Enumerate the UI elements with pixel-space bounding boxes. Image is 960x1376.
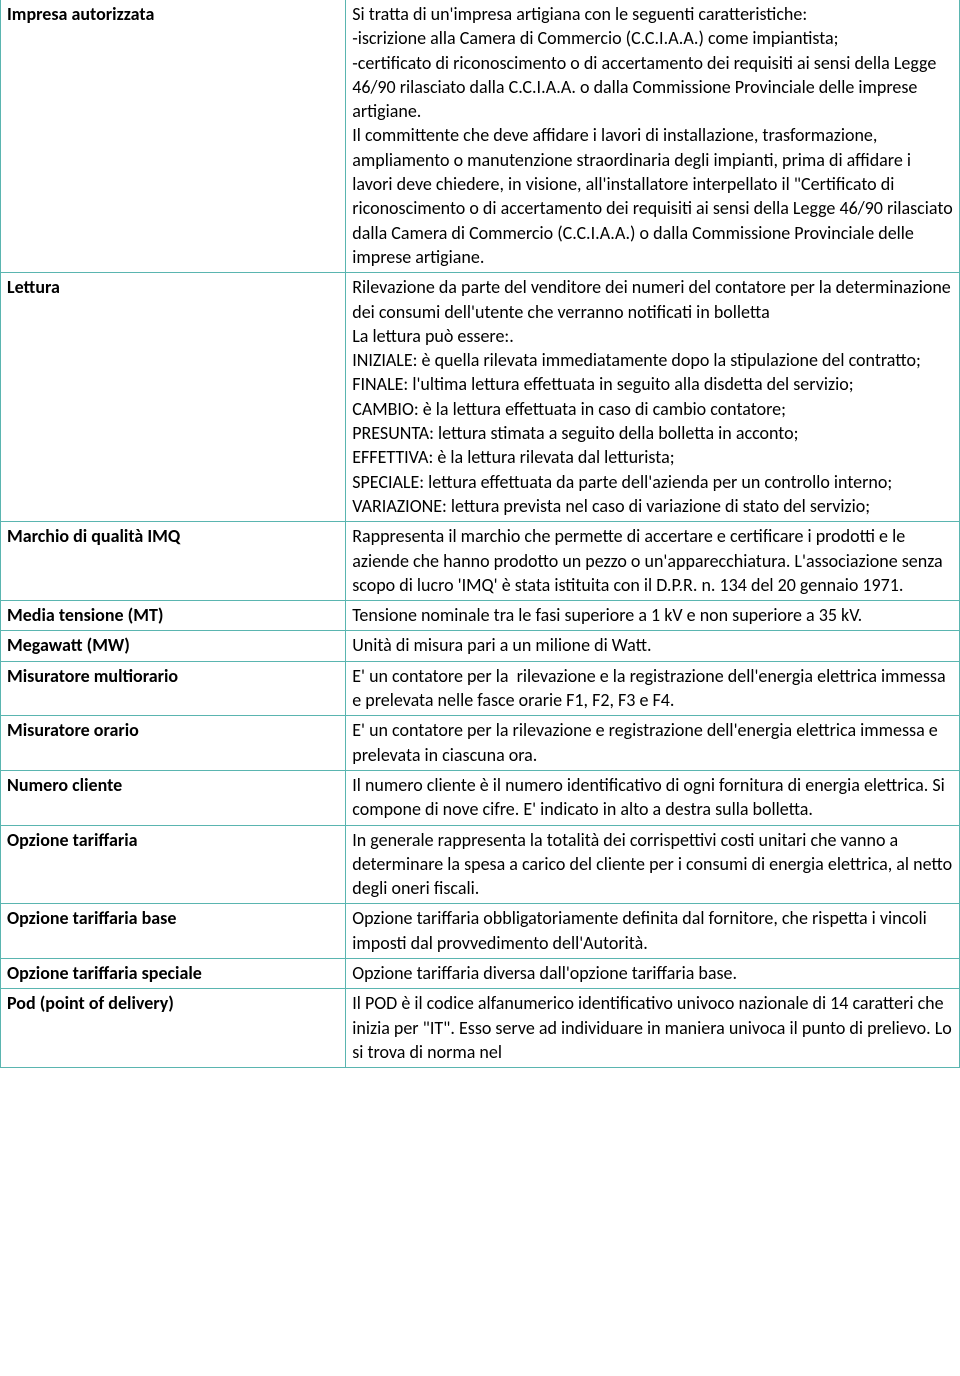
term-cell: Opzione tariffaria base: [1, 904, 346, 959]
table-row: Megawatt (MW)Unità di misura pari a un m…: [1, 631, 960, 661]
definition-cell: Unità di misura pari a un milione di Wat…: [346, 631, 960, 661]
term-cell: Misuratore multiorario: [1, 661, 346, 716]
table-row: Pod (point of delivery)Il POD è il codic…: [1, 989, 960, 1068]
table-row: LetturaRilevazione da parte del venditor…: [1, 273, 960, 522]
definition-cell: Tensione nominale tra le fasi superiore …: [346, 601, 960, 631]
term-cell: Megawatt (MW): [1, 631, 346, 661]
table-row: Opzione tariffaria baseOpzione tariffari…: [1, 904, 960, 959]
table-row: Media tensione (MT)Tensione nominale tra…: [1, 601, 960, 631]
definition-cell: Il numero cliente è il numero identifica…: [346, 770, 960, 825]
table-row: Misuratore orarioE' un contatore per la …: [1, 716, 960, 771]
term-cell: Opzione tariffaria: [1, 825, 346, 904]
definition-cell: E' un contatore per la rilevazione e reg…: [346, 716, 960, 771]
definition-cell: Rappresenta il marchio che permette di a…: [346, 522, 960, 601]
table-row: Numero clienteIl numero cliente è il num…: [1, 770, 960, 825]
term-cell: Numero cliente: [1, 770, 346, 825]
glossary-tbody: Impresa autorizzataSi tratta di un'impre…: [1, 0, 960, 1068]
definition-cell: Il POD è il codice alfanumerico identifi…: [346, 989, 960, 1068]
table-row: Impresa autorizzataSi tratta di un'impre…: [1, 0, 960, 273]
term-cell: Media tensione (MT): [1, 601, 346, 631]
term-cell: Impresa autorizzata: [1, 0, 346, 273]
definition-cell: Si tratta di un'impresa artigiana con le…: [346, 0, 960, 273]
definition-cell: Opzione tariffaria obbligatoriamente def…: [346, 904, 960, 959]
term-cell: Opzione tariffaria speciale: [1, 958, 346, 988]
definition-cell: E' un contatore per la rilevazione e la …: [346, 661, 960, 716]
definition-cell: In generale rappresenta la totalità dei …: [346, 825, 960, 904]
term-cell: Marchio di qualità IMQ: [1, 522, 346, 601]
glossary-table: Impresa autorizzataSi tratta di un'impre…: [0, 0, 960, 1068]
term-cell: Misuratore orario: [1, 716, 346, 771]
table-row: Marchio di qualità IMQRappresenta il mar…: [1, 522, 960, 601]
table-row: Misuratore multiorarioE' un contatore pe…: [1, 661, 960, 716]
definition-cell: Rilevazione da parte del venditore dei n…: [346, 273, 960, 522]
table-row: Opzione tariffariaIn generale rappresent…: [1, 825, 960, 904]
table-row: Opzione tariffaria specialeOpzione tarif…: [1, 958, 960, 988]
term-cell: Pod (point of delivery): [1, 989, 346, 1068]
term-cell: Lettura: [1, 273, 346, 522]
definition-cell: Opzione tariffaria diversa dall'opzione …: [346, 958, 960, 988]
